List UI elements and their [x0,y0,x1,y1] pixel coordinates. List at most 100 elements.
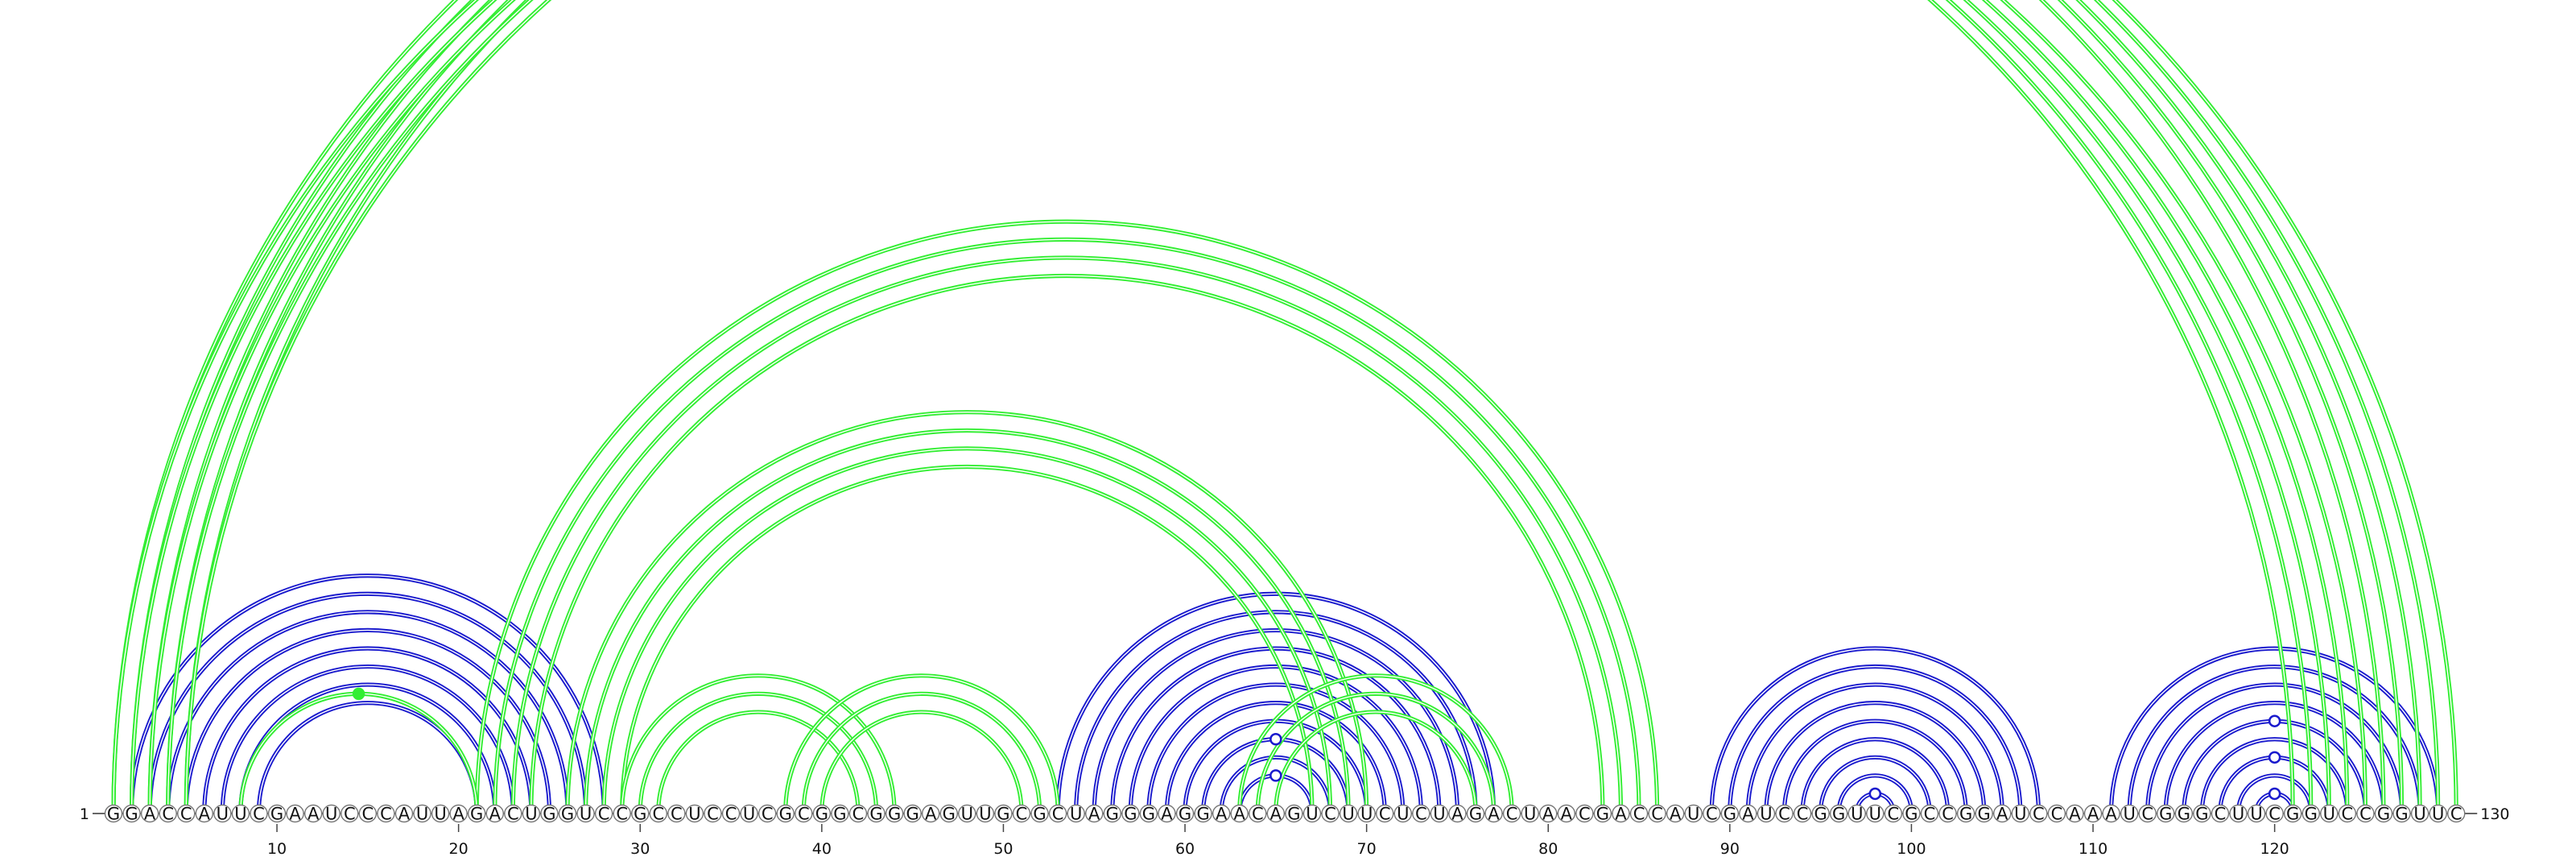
nucleotide: U [2410,805,2429,824]
svg-text:G: G [1287,805,1300,824]
nucleotide: A [2066,805,2084,824]
axis-tick: 10 [267,824,287,857]
svg-text:U: U [2432,805,2444,824]
svg-text:A: A [289,805,301,824]
svg-text:G: G [815,805,828,824]
nucleotide: A [2083,805,2103,824]
svg-text:U: U [1306,805,1318,824]
arc-marker [1868,787,1882,801]
sequence-end-label: 130 [2480,805,2509,823]
nucleotide: C [704,805,722,824]
green-arc [493,237,1641,813]
axis-tick: 90 [1720,824,1740,857]
blue-arc [147,591,588,813]
nucleotide: U [213,805,232,824]
nucleotide: C [1629,805,1649,824]
svg-text:C: C [1924,805,1936,824]
nucleotide: C [2338,805,2357,824]
blue-arc [2109,646,2441,813]
svg-text:A: A [1234,805,1246,824]
svg-text:G: G [779,805,792,824]
nucleotide: C [1575,805,1594,824]
svg-text:A: A [1561,805,1573,824]
axis-tick: 100 [1897,824,1926,857]
nucleotide: C [1048,805,1067,824]
svg-text:A: A [1161,805,1173,824]
svg-text:C: C [1579,805,1591,824]
arc-marker [2268,714,2281,727]
nucleotide: G [903,805,922,824]
svg-text:A: A [1742,805,1754,824]
svg-text:C: C [725,805,737,824]
svg-text:C: C [180,805,192,824]
svg-text:C: C [598,805,610,824]
nucleotide: U [1866,805,1885,824]
green-arc [184,0,2368,813]
nucleotide: A [1993,805,2012,824]
green-arc [184,0,2458,813]
svg-text:U: U [1524,805,1536,824]
svg-text:C: C [1651,805,1663,824]
svg-text:A: A [1615,805,1627,824]
svg-text:C: C [652,805,664,824]
svg-text:C: C [1633,805,1645,824]
svg-text:U: U [1360,805,1373,824]
svg-text:U: U [1851,805,1863,824]
blue-arc [2127,664,2422,813]
blue-arc [220,664,515,813]
nucleotide: C [250,805,268,824]
nucleotide: C [1249,805,1267,824]
nucleotide: C [1321,805,1340,824]
nucleotide: G [776,805,795,824]
svg-text:A: A [308,805,320,824]
nucleotide: U [522,805,541,824]
svg-text:90: 90 [1720,840,1740,857]
nucleotide: U [1757,805,1776,824]
svg-text:C: C [852,805,865,824]
svg-text:U: U [1433,805,1445,824]
nucleotide: C [1884,805,1903,824]
svg-text:C: C [2342,805,2354,824]
nucleotide: U [740,805,758,824]
svg-text:G: G [1905,805,1918,824]
svg-text:U: U [979,805,991,824]
axis-tick: 70 [1357,824,1377,857]
green-arc [638,691,879,813]
svg-text:70: 70 [1357,840,1377,857]
svg-text:A: A [1088,805,1100,824]
svg-text:A: A [925,805,937,824]
svg-text:C: C [1942,805,1954,824]
nucleotide: A [195,805,214,824]
blue-arc [1128,664,1423,813]
nucleotide: G [2392,805,2411,824]
svg-text:G: G [1142,805,1155,824]
blue-arc [1146,682,1406,813]
svg-text:30: 30 [630,840,650,857]
svg-text:G: G [869,805,882,824]
nucleotide: G [1720,805,1740,824]
svg-text:U: U [1342,805,1354,824]
svg-text:G: G [2377,805,2390,824]
nucleotide: U [322,805,341,824]
green-arc [147,0,2331,813]
nucleotide: G [1902,805,1921,824]
nucleotide: A [1266,805,1286,824]
nucleotide: U [1847,805,1866,824]
nucleotide: G [2174,805,2194,824]
nucleotide: C [159,805,177,824]
blue-arc [1836,773,1914,813]
svg-text:U: U [580,805,592,824]
green-arc [111,0,2386,813]
svg-text:G: G [1724,805,1736,824]
nucleotide: C [721,805,741,824]
svg-text:U: U [416,805,428,824]
svg-text:A: A [398,805,411,824]
nucleotide: G [1466,805,1485,824]
svg-text:G: G [270,805,283,824]
nucleotide: C [358,805,378,824]
svg-text:G: G [943,805,956,824]
svg-text:C: C [1324,805,1336,824]
svg-text:100: 100 [1897,840,1926,857]
nucleotide: G [2374,805,2393,824]
arc-marker [2268,751,2281,764]
